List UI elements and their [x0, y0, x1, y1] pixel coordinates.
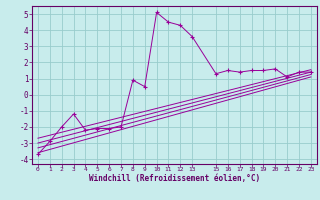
X-axis label: Windchill (Refroidissement éolien,°C): Windchill (Refroidissement éolien,°C): [89, 174, 260, 183]
